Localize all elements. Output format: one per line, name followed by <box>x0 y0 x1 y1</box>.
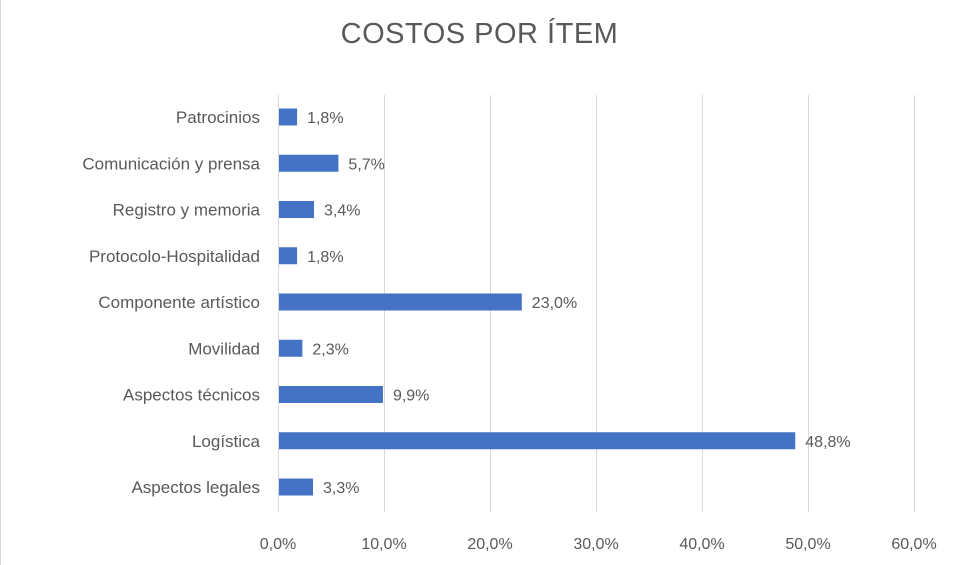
bar <box>279 154 339 172</box>
category-label: Registro y memoria <box>113 201 261 220</box>
x-tick-label: 40,0% <box>679 536 724 553</box>
bar <box>279 432 796 450</box>
x-tick-label: 10,0% <box>361 536 406 553</box>
x-tick-label: 0,0% <box>260 536 296 553</box>
category-label: Componente artístico <box>98 293 260 312</box>
category-label: Aspectos técnicos <box>123 386 260 405</box>
data-label: 1,8% <box>307 110 343 127</box>
data-label: 3,3% <box>323 480 359 497</box>
bar <box>279 108 298 126</box>
x-tick-label: 20,0% <box>467 536 512 553</box>
bar <box>279 386 383 403</box>
category-label: Comunicación y prensa <box>82 154 260 173</box>
bar <box>279 293 522 311</box>
data-label: 1,8% <box>307 249 343 266</box>
x-tick-label: 50,0% <box>785 536 830 553</box>
data-label: 9,9% <box>393 388 429 405</box>
category-label: Movilidad <box>188 339 260 358</box>
bar <box>279 478 313 496</box>
x-tick-label: 60,0% <box>891 536 936 553</box>
category-label: Aspectos legales <box>131 478 260 497</box>
data-label: 23,0% <box>532 295 577 312</box>
category-label: Logística <box>192 432 261 451</box>
data-label: 2,3% <box>312 341 348 358</box>
bar <box>279 339 303 357</box>
bar <box>279 201 315 218</box>
data-label: 3,4% <box>324 203 360 220</box>
bar <box>279 247 298 265</box>
data-label: 48,8% <box>805 434 850 451</box>
chart-title: COSTOS POR ÍTEM <box>340 18 619 50</box>
category-label: Protocolo-Hospitalidad <box>89 247 260 266</box>
data-label: 5,7% <box>348 156 384 173</box>
x-tick-label: 30,0% <box>573 536 618 553</box>
category-label: Patrocinios <box>176 108 260 127</box>
